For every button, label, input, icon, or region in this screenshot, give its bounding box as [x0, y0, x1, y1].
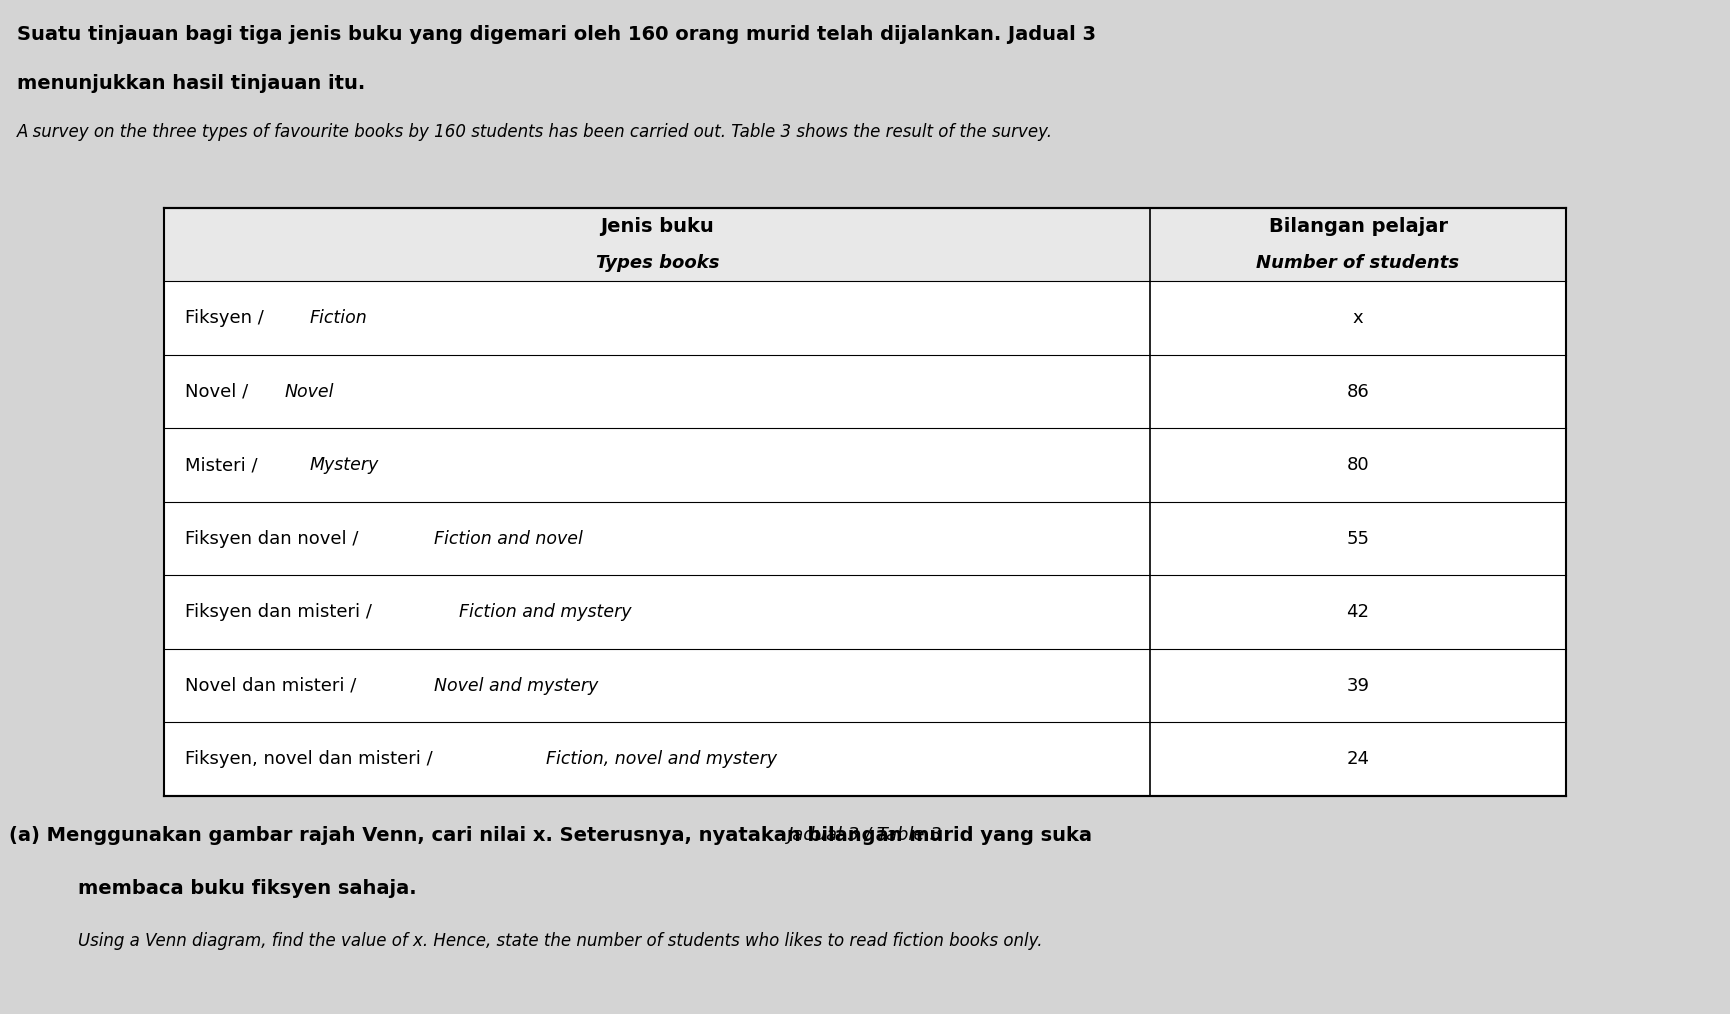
Text: Jadual 3 / Table 3: Jadual 3 / Table 3 — [787, 825, 943, 844]
Text: Fiksyen /: Fiksyen / — [185, 309, 270, 328]
Text: Novel: Novel — [285, 382, 334, 401]
Text: Misteri /: Misteri / — [185, 456, 263, 475]
FancyBboxPatch shape — [164, 208, 1566, 281]
Text: Number of students: Number of students — [1256, 254, 1460, 272]
Text: 80: 80 — [1346, 456, 1370, 475]
Text: Fiction: Fiction — [310, 309, 367, 328]
Text: Novel /: Novel / — [185, 382, 254, 401]
Text: (a) Menggunakan gambar rajah Venn, cari nilai x. Seterusnya, nyatakan bilangan m: (a) Menggunakan gambar rajah Venn, cari … — [9, 826, 1092, 846]
Text: Using a Venn diagram, find the value of x. Hence, state the number of students w: Using a Venn diagram, find the value of … — [78, 932, 1043, 950]
FancyBboxPatch shape — [164, 208, 1566, 796]
Text: A survey on the three types of favourite books by 160 students has been carried : A survey on the three types of favourite… — [17, 123, 1054, 141]
Text: x: x — [1353, 309, 1363, 328]
Text: Bilangan pelajar: Bilangan pelajar — [1268, 217, 1448, 236]
Text: 42: 42 — [1346, 603, 1370, 622]
Text: 24: 24 — [1346, 750, 1370, 769]
Text: membaca buku fiksyen sahaja.: membaca buku fiksyen sahaja. — [78, 879, 417, 898]
Text: Novel and mystery: Novel and mystery — [434, 676, 599, 695]
Text: Fiction, novel and mystery: Fiction, novel and mystery — [547, 750, 777, 769]
Text: Fiksyen dan misteri /: Fiksyen dan misteri / — [185, 603, 377, 622]
Text: 55: 55 — [1346, 529, 1370, 548]
Text: Novel dan misteri /: Novel dan misteri / — [185, 676, 362, 695]
Text: Types books: Types books — [595, 254, 720, 272]
Text: Fiksyen, novel dan misteri /: Fiksyen, novel dan misteri / — [185, 750, 439, 769]
Text: Fiksyen dan novel /: Fiksyen dan novel / — [185, 529, 365, 548]
Text: 86: 86 — [1346, 382, 1370, 401]
Text: Mystery: Mystery — [310, 456, 379, 475]
Text: Fiction and novel: Fiction and novel — [434, 529, 583, 548]
Text: menunjukkan hasil tinjauan itu.: menunjukkan hasil tinjauan itu. — [17, 74, 365, 93]
Text: 39: 39 — [1346, 676, 1370, 695]
Text: Jenis buku: Jenis buku — [600, 217, 714, 236]
Text: Suatu tinjauan bagi tiga jenis buku yang digemari oleh 160 orang murid telah dij: Suatu tinjauan bagi tiga jenis buku yang… — [17, 25, 1097, 45]
Text: Fiction and mystery: Fiction and mystery — [458, 603, 631, 622]
